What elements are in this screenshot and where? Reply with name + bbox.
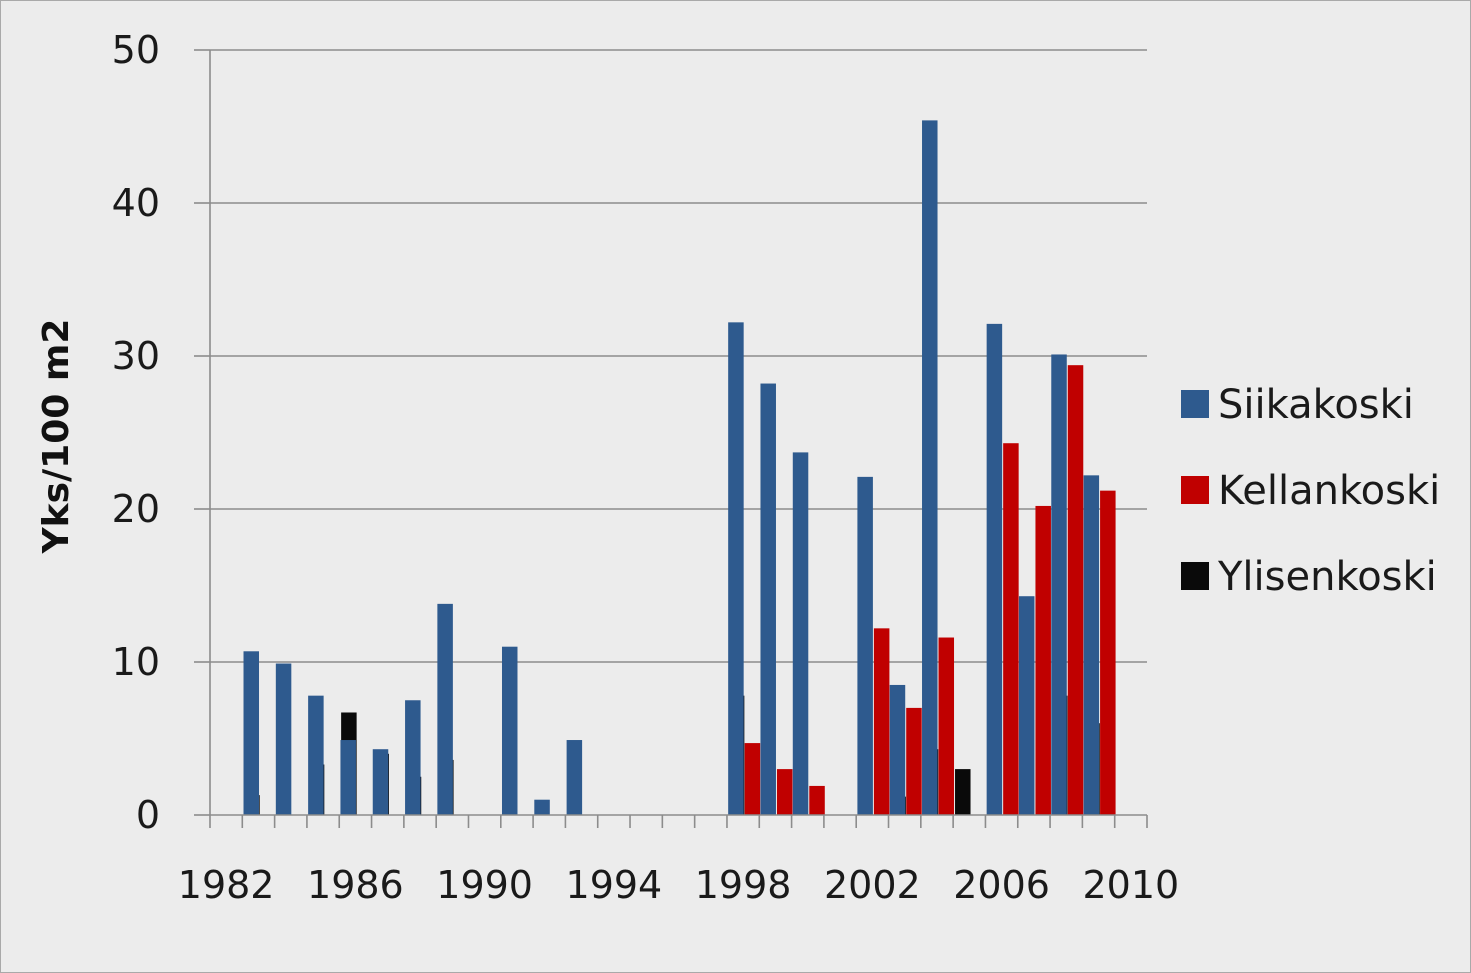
bar-siikakoski-1989 bbox=[437, 603, 453, 815]
bar-kellankoski-2002 bbox=[873, 628, 890, 815]
bar-siikakoski-1988 bbox=[405, 700, 421, 815]
bar-siikakoski-2007 bbox=[1018, 596, 1035, 815]
y-tick-label: 10 bbox=[112, 640, 160, 684]
y-tick-label: 20 bbox=[112, 487, 160, 531]
bar-siikakoski-1998 bbox=[728, 322, 744, 815]
legend-label-kellankoski: Kellankoski bbox=[1218, 468, 1440, 514]
x-tick-label: 1982 bbox=[178, 863, 275, 907]
bar-kellankoski-2000 bbox=[809, 785, 825, 815]
y-tick-labels: 0 10 20 30 40 50 bbox=[112, 28, 160, 837]
bars bbox=[243, 120, 1116, 815]
y-tick-label: 0 bbox=[136, 793, 160, 837]
bar-siikakoski-1992 bbox=[534, 799, 550, 815]
x-tick-label: 1998 bbox=[695, 863, 792, 907]
axes bbox=[194, 49, 1148, 828]
bar-kellankoski-2004 bbox=[938, 637, 955, 815]
bar-kellankoski-2003 bbox=[906, 707, 922, 815]
bar-siikakoski-1986 bbox=[340, 740, 356, 815]
bar-siikakoski-2002 bbox=[857, 476, 873, 815]
bar-siikakoski-1984 bbox=[275, 663, 292, 815]
bar-siikakoski-1993 bbox=[566, 740, 583, 815]
x-tick-label: 2002 bbox=[824, 863, 921, 907]
y-tick-label: 50 bbox=[112, 28, 160, 72]
bar-siikakoski-2000 bbox=[792, 452, 809, 815]
legend-label-ylisenkoski: Ylisenkoski bbox=[1217, 554, 1437, 600]
bar-siikakoski-2006 bbox=[986, 323, 1003, 815]
x-tick-label: 1994 bbox=[566, 863, 663, 907]
bar-ylisenkoski-2004 bbox=[955, 769, 971, 815]
x-tick-label: 2010 bbox=[1082, 863, 1179, 907]
bar-siikakoski-1991 bbox=[501, 646, 518, 815]
x-tick-label: 2006 bbox=[953, 863, 1050, 907]
x-tick-label: 1990 bbox=[436, 863, 533, 907]
bar-kellankoski-2009 bbox=[1100, 490, 1116, 815]
legend: Siikakoski Kellankoski Ylisenkoski bbox=[1181, 382, 1440, 600]
x-tick-label: 1986 bbox=[307, 863, 404, 907]
y-axis-label: Yks/100 m2 bbox=[36, 319, 77, 555]
bar-kellankoski-1999 bbox=[776, 769, 793, 815]
legend-swatch-ylisenkoski bbox=[1181, 562, 1209, 590]
bar-siikakoski-2009 bbox=[1083, 475, 1100, 815]
bar-siikakoski-1999 bbox=[760, 383, 776, 815]
legend-swatch-siikakoski bbox=[1181, 390, 1209, 418]
bar-siikakoski-1983 bbox=[243, 651, 260, 815]
y-tick-label: 40 bbox=[112, 181, 160, 225]
bar-siikakoski-2004 bbox=[922, 120, 938, 815]
bar-siikakoski-2008 bbox=[1051, 354, 1067, 815]
bar-kellankoski-2008 bbox=[1067, 365, 1084, 815]
bar-siikakoski-1985 bbox=[308, 695, 324, 815]
legend-swatch-kellankoski bbox=[1181, 476, 1209, 504]
legend-label-siikakoski: Siikakoski bbox=[1218, 382, 1414, 428]
bar-kellankoski-2006 bbox=[1003, 443, 1019, 815]
x-tick-labels: 1982 1986 1990 1994 1998 2002 2006 2010 bbox=[178, 863, 1179, 907]
bar-kellankoski-1998 bbox=[744, 743, 761, 815]
bar-kellankoski-2007 bbox=[1035, 505, 1051, 815]
y-tick-label: 30 bbox=[112, 334, 160, 378]
bar-siikakoski-1987 bbox=[372, 749, 389, 815]
bar-siikakoski-2003 bbox=[889, 684, 906, 815]
